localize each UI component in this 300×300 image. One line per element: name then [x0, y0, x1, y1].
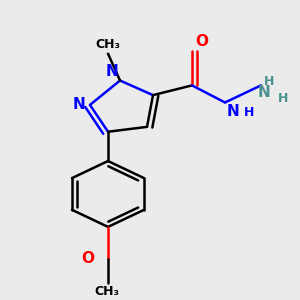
Text: N: N — [73, 98, 85, 112]
Text: N: N — [106, 64, 118, 79]
Text: O: O — [195, 34, 208, 49]
Text: H: H — [264, 75, 274, 88]
Text: H: H — [278, 92, 288, 105]
Text: N: N — [226, 104, 239, 119]
Text: CH₃: CH₃ — [94, 286, 119, 298]
Text: CH₃: CH₃ — [95, 38, 121, 51]
Text: O: O — [82, 251, 94, 266]
Text: N: N — [258, 85, 271, 100]
Text: H: H — [244, 106, 254, 119]
